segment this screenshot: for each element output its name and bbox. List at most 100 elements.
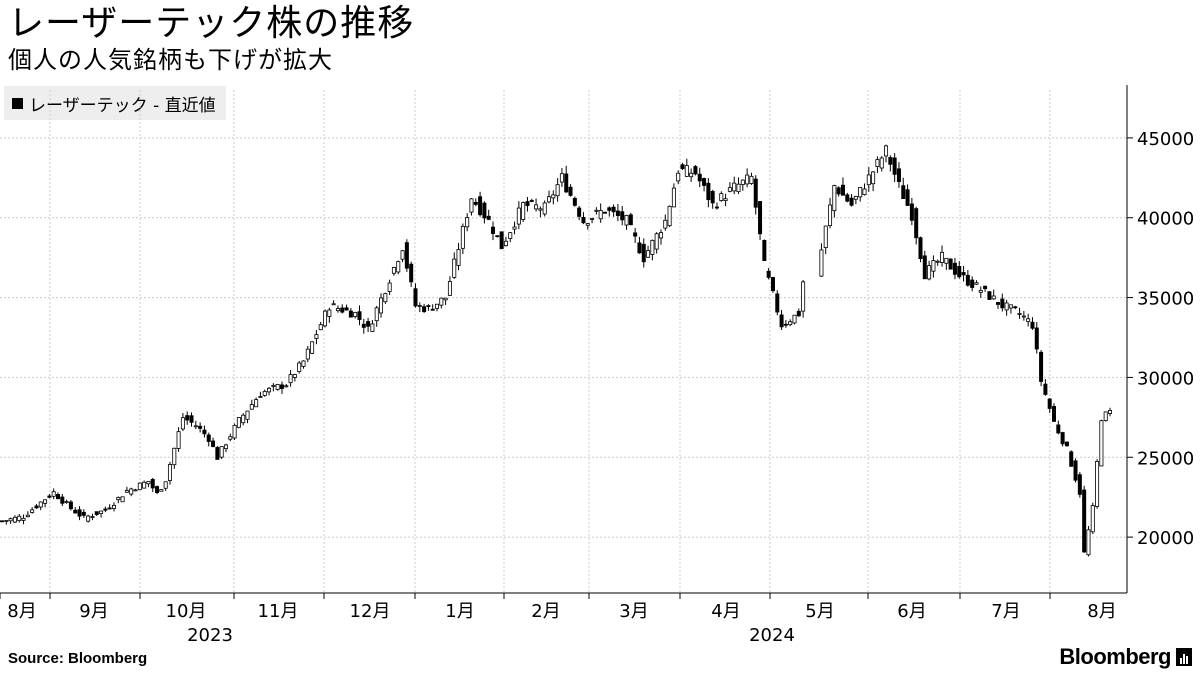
candle-body (142, 481, 147, 489)
candle-body (615, 210, 620, 216)
candle-body (654, 233, 659, 250)
candle-body (499, 231, 504, 250)
candle-body (180, 417, 185, 430)
candle-body (86, 515, 91, 522)
candle-body (858, 187, 863, 198)
candle-body (426, 305, 431, 307)
candle-body (693, 166, 698, 175)
candle-body (508, 232, 513, 239)
candle-body (1026, 318, 1031, 322)
candle-body (840, 184, 845, 196)
candle-body (60, 496, 65, 504)
candle-body (1073, 460, 1078, 481)
candle-body (292, 374, 297, 378)
candle-body (327, 309, 332, 317)
candle-body (637, 242, 642, 254)
candle-body (991, 295, 996, 300)
candle-body (749, 175, 754, 184)
x-tick-label: 8月 (7, 601, 36, 622)
candle-body (525, 201, 530, 206)
candle-body (452, 258, 457, 278)
candle-body (353, 311, 358, 317)
bar-chart-icon (1176, 648, 1192, 666)
candle-body (366, 321, 371, 327)
candle-body (344, 307, 349, 311)
candle-body (379, 297, 384, 314)
candle-body (577, 207, 582, 217)
candle-body (905, 189, 910, 206)
candle-body (965, 274, 970, 286)
candle-body (409, 263, 414, 283)
candle-body (572, 197, 577, 206)
candle-body (689, 172, 694, 178)
candle-body (189, 415, 194, 423)
candle-body (849, 197, 854, 206)
candle-body (559, 173, 564, 183)
candle-body (335, 308, 340, 312)
candle-body (909, 203, 914, 221)
candle-body (671, 187, 676, 208)
candle-body (896, 168, 901, 182)
candle-body (159, 489, 164, 492)
candle-body (564, 173, 569, 193)
candle-body (598, 210, 603, 220)
candle-body (404, 242, 409, 269)
candle-body (792, 314, 797, 324)
candle-body (305, 348, 310, 360)
candle-body (801, 281, 806, 312)
candle-body (236, 417, 241, 428)
candle-body (766, 270, 771, 278)
y-tick-label: 35000 (1137, 289, 1194, 310)
legend-label: レーザーテック - 直近値 (29, 95, 216, 116)
candle-body (512, 226, 517, 230)
candle-body (667, 205, 672, 227)
candle-body (443, 297, 448, 301)
candle-body (723, 198, 728, 202)
candle-body (176, 431, 181, 449)
candle-body (633, 232, 638, 237)
candle-body (879, 157, 884, 169)
candle-body (1000, 298, 1005, 309)
candle-body (922, 255, 927, 280)
candle-body (1060, 432, 1065, 445)
candle-body (702, 178, 707, 186)
logo-text: Bloomberg (1059, 644, 1171, 669)
candle-body (120, 496, 125, 503)
candle-body (465, 217, 470, 228)
candle-body (555, 184, 560, 197)
candle-body (267, 387, 272, 393)
candle-body (1047, 398, 1052, 409)
candle-body (111, 504, 116, 509)
candle-body (888, 157, 893, 165)
candle-body (646, 250, 651, 258)
candle-body (318, 324, 323, 331)
candle-body (198, 425, 203, 429)
candle-body (1086, 529, 1091, 556)
candle-body (361, 323, 366, 328)
candle-body (124, 490, 129, 493)
candle-body (927, 265, 932, 280)
candle-body (1043, 383, 1048, 395)
candle-body (482, 202, 487, 219)
candle-body (77, 509, 82, 517)
candle-body (1103, 411, 1108, 422)
candle-body (607, 207, 612, 211)
candle-body (538, 208, 543, 211)
candle-body (314, 334, 319, 339)
candle-body (202, 429, 207, 435)
candle-body (310, 341, 315, 354)
candle-body (473, 201, 478, 205)
candle-body (1077, 474, 1082, 495)
candle-body (1021, 315, 1026, 318)
candle-body (447, 281, 452, 296)
candle-body (866, 174, 871, 186)
candle-body (167, 464, 172, 481)
candle-body (914, 208, 919, 239)
candle-body (133, 489, 138, 492)
y-tick-label: 30000 (1137, 368, 1194, 389)
candle-body (1039, 351, 1044, 382)
candle-body (590, 218, 595, 220)
y-tick-label: 40000 (1137, 209, 1194, 230)
candle-body (620, 211, 625, 221)
candle-body (155, 486, 160, 493)
